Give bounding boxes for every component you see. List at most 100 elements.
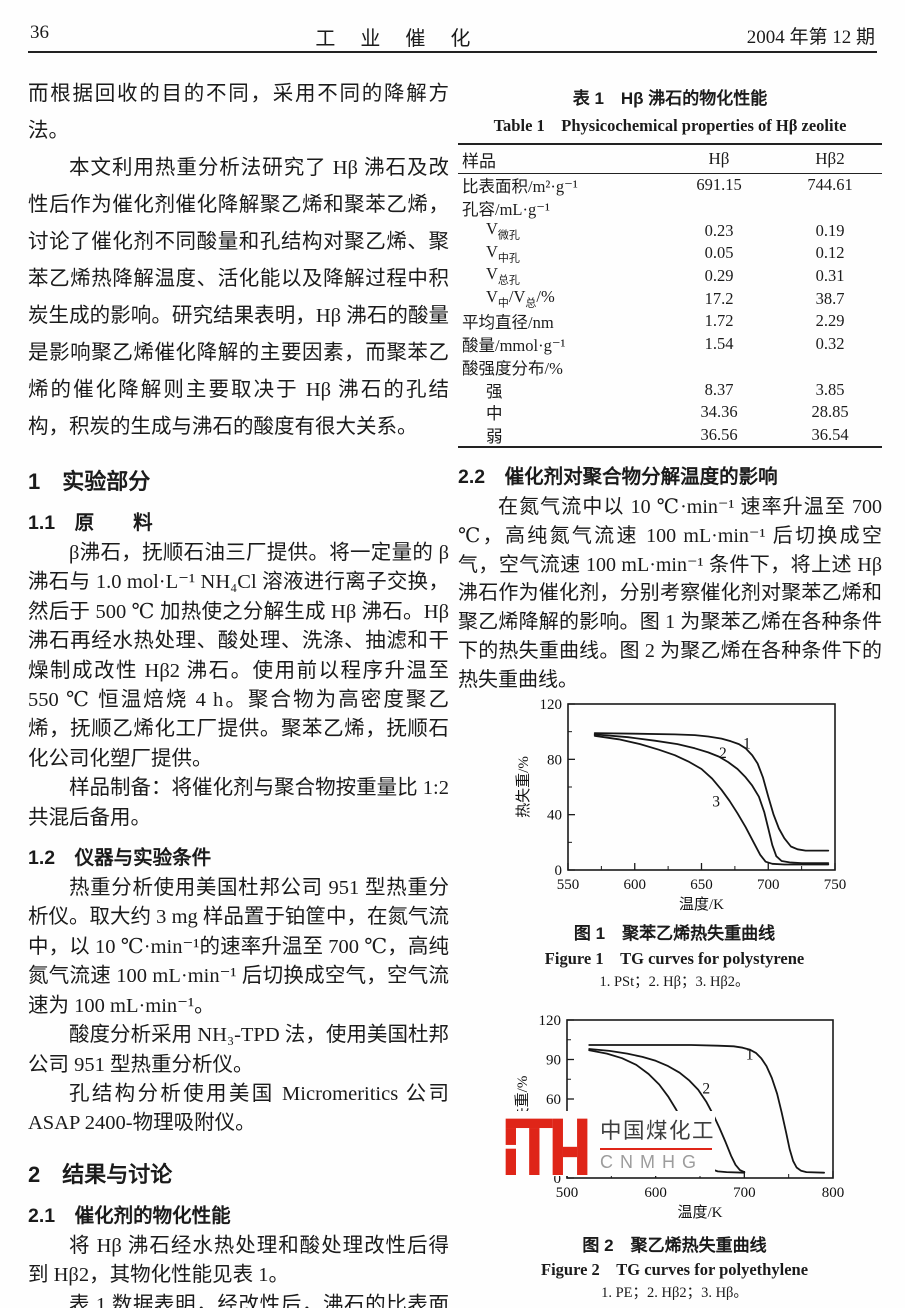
- coal-chem-logo-icon: [505, 1118, 588, 1175]
- y-axis-label: 热失重/%: [515, 756, 532, 818]
- paragraph: 而根据回收的目的不同，采用不同的降解方法。: [28, 83, 449, 142]
- x-tick-label: 500: [556, 1185, 579, 1201]
- table-title-en: Table 1 Physicochemical properties of Hβ…: [493, 116, 847, 135]
- curve-label-2: 2: [719, 745, 727, 762]
- figure-1-caption-en: Figure 1 TG curves for polystyrene: [544, 949, 805, 968]
- table-row: V中/V总/% 17.2 38.7: [458, 287, 882, 310]
- cell-value: 28.85: [811, 402, 849, 422]
- left-column: 而根据回收的目的不同，采用不同的降解方法。本文利用热重分析法研究了 Hβ 沸石及…: [28, 76, 449, 1308]
- section-heading: 1.2 仪器与实验条件: [28, 847, 212, 870]
- tg-curve-1: [588, 1044, 825, 1174]
- paragraph: 孔结构分析使用美国 Micromeritics 公司 ASAP 2400-物理吸…: [28, 1082, 449, 1135]
- x-tick-label: 700: [757, 877, 780, 893]
- x-tick-label: 800: [822, 1185, 845, 1201]
- table-header-cell: 样品: [462, 151, 496, 171]
- tg-curve-1: [593, 732, 830, 852]
- table-1: 表 1 Hβ 沸石的物化性能 Table 1 Physicochemical p…: [458, 84, 882, 449]
- row-label: 比表面积/m²·g⁻¹: [462, 177, 578, 197]
- table-body: 样品 Hβ Hβ2 比表面积/m²·g⁻¹ 691.15 744.61 孔容/mL·g⁻¹ V…: [458, 143, 882, 449]
- table-row: 孔容/mL·g⁻¹: [458, 197, 882, 220]
- section-heading: 1 实验部分: [28, 469, 151, 494]
- y-tick-label: 0: [554, 1171, 562, 1187]
- plot-frame: [567, 703, 836, 871]
- paragraph: 热重分析使用美国杜邦公司 951 型热重分析仪。取大约 3 mg 样品置于铂筐中…: [28, 877, 449, 1017]
- y-axis-label: 失重/%: [514, 1076, 531, 1123]
- table-row: 比表面积/m²·g⁻¹ 691.15 744.61: [458, 174, 882, 197]
- cell-value: 8.37: [704, 379, 734, 399]
- paragraph: 表 1 数据表明，经改性后，沸石的比表面积、总孔容及平均直径均增大，二次孔孔容占…: [69, 1293, 449, 1308]
- tg-curve-2: [588, 1048, 746, 1173]
- row-label: 中: [486, 404, 503, 424]
- cell-value: 2.29: [815, 311, 845, 331]
- page-header: 36 工 业 催 化 2004 年第 12 期: [30, 22, 875, 51]
- cell-value: 691.15: [696, 175, 742, 195]
- cell-value: 0.19: [815, 220, 845, 240]
- table-header-cell: Hβ: [708, 149, 730, 168]
- y-tick-label: 40: [547, 808, 562, 824]
- cell-value: 0.23: [704, 220, 734, 240]
- section-heading-2-2: 2.2 催化剂对聚合物分解温度的影响: [458, 466, 778, 488]
- row-label: V中/V总/%: [486, 287, 555, 310]
- tg-curve-2: [593, 733, 830, 864]
- table-row: 平均直径/nm 1.72 2.29: [458, 310, 882, 333]
- x-axis-label: 温度/K: [677, 1204, 722, 1221]
- paragraph: 样品制备：将催化剂与聚合物按重量比 1:2 共混后备用。: [28, 777, 449, 829]
- cell-value: 1.54: [704, 334, 734, 354]
- table-title-zh: 表 1 Hβ 沸石的物化性能: [572, 89, 768, 108]
- row-label: V总孔: [486, 264, 520, 287]
- row-label: 孔容/mL·g⁻¹: [462, 200, 550, 220]
- page-number: 36: [30, 22, 49, 43]
- figure-1-chart: 550 600 650 700 750 0 40 80 120 热失重/% 温度/K 12 3: [515, 697, 847, 913]
- cell-value: 3.85: [815, 379, 845, 399]
- table-row: 中 34.36 28.85: [458, 401, 882, 424]
- row-label: 平均直径/nm: [462, 313, 554, 333]
- x-axis-label: 温度/K: [679, 896, 724, 913]
- x-tick-label: 600: [644, 1185, 667, 1201]
- figure-1-legend: 1. PSt；2. Hβ；3. Hβ2。: [599, 974, 750, 990]
- watermark-underline: [600, 1147, 712, 1151]
- row-label: V微孔: [486, 219, 520, 242]
- paragraph: 本文利用热重分析法研究了 Hβ 沸石及改性后作为催化剂催化降解聚乙烯和聚苯乙烯，…: [28, 157, 449, 438]
- cell-value: 0.31: [815, 266, 845, 286]
- cell-value: 34.36: [700, 402, 738, 422]
- x-tick-label: 700: [733, 1185, 756, 1201]
- cell-value: 36.54: [811, 424, 849, 444]
- x-tick-label: 600: [624, 877, 647, 893]
- cell-value: 0.05: [704, 243, 734, 263]
- header-rule: [28, 51, 877, 53]
- journal-title: 工 业 催 化: [315, 28, 481, 50]
- paragraph: β沸石，抚顺石油三厂提供。将一定量的 β 沸石与 1.0 mol·L⁻¹ NH₄…: [28, 542, 449, 770]
- row-label: 弱: [486, 426, 503, 446]
- row-label: 酸强度分布/%: [462, 358, 563, 378]
- curve-label-3: 3: [712, 793, 720, 810]
- row-label: V中孔: [486, 241, 520, 265]
- section-heading: 2.1 催化剂的物化性能: [28, 1204, 231, 1227]
- y-tick-label: 0: [555, 863, 563, 879]
- curve-label-1: 1: [743, 735, 751, 752]
- figure-2-legend: 1. PE；2. Hβ2；3. Hβ。: [601, 1285, 748, 1301]
- curve-label-2: 2: [702, 1081, 710, 1098]
- curve-label-1: 1: [746, 1047, 754, 1064]
- y-tick-label: 120: [539, 1013, 562, 1029]
- y-tick-label: 80: [547, 752, 562, 768]
- y-tick-label: 90: [546, 1053, 561, 1069]
- watermark-text-block: 中国煤化工 CNMHG: [600, 1114, 715, 1174]
- y-tick-label: 120: [540, 697, 563, 713]
- tg-curve-3: [593, 734, 830, 866]
- cell-value: 38.7: [815, 288, 845, 308]
- cell-value: 744.61: [807, 175, 853, 195]
- cell-value: 0.29: [704, 266, 734, 286]
- x-tick-label: 750: [824, 877, 847, 893]
- table-row: 酸强度分布/%: [458, 356, 882, 379]
- cell-value: 36.56: [700, 424, 738, 444]
- table-row: 强 8.37 3.85: [458, 378, 882, 401]
- x-tick-label: 550: [557, 877, 580, 893]
- paragraph: 在氮气流中以 10 ℃·min⁻¹ 速率升温至 700 ℃，高纯氮气流速 100…: [458, 496, 882, 691]
- table-row: 弱 36.56 36.54: [458, 424, 882, 447]
- x-tick-label: 650: [690, 877, 713, 893]
- paragraph: 将 Hβ 沸石经水热处理和酸处理改性后得到 Hβ2，其物化性能见表 1。: [28, 1234, 449, 1287]
- figure-2-caption-en: Figure 2 TG curves for polyethylene: [540, 1260, 809, 1279]
- paragraph: 酸度分析采用 NH₃-TPD 法，使用美国杜邦公司 951 型热重分析仪。: [28, 1024, 449, 1076]
- section-2-2: 2.2 催化剂对聚合物分解温度的影响 在氮气流中以 10 ℃·min⁻¹ 速率升…: [458, 452, 882, 695]
